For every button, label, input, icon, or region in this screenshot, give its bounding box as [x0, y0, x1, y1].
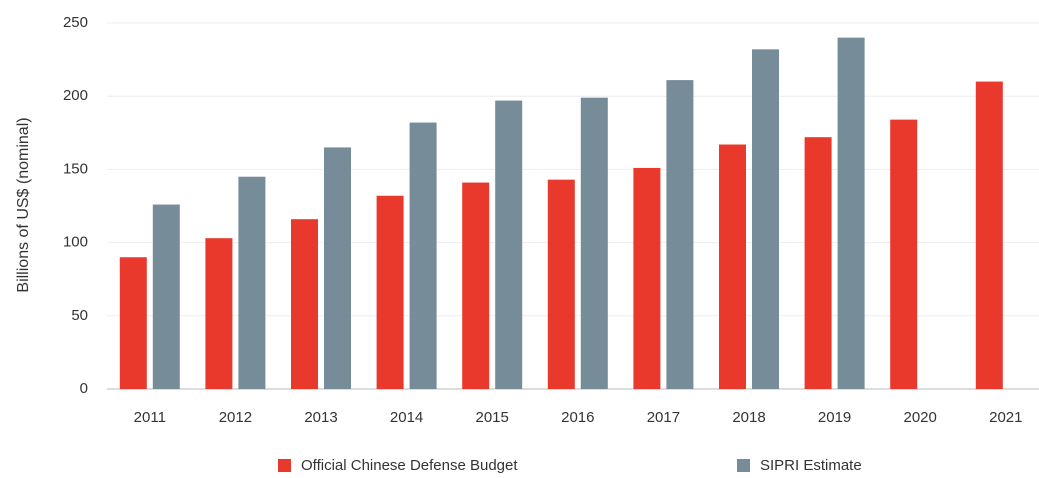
bar [719, 144, 746, 389]
legend-swatch [737, 459, 750, 472]
x-tick-label: 2020 [904, 409, 937, 426]
x-tick-label: 2012 [219, 409, 252, 426]
bar [324, 147, 351, 389]
bar [119, 257, 147, 389]
bar [205, 238, 233, 389]
bar [152, 204, 180, 389]
x-tick-label: 2015 [476, 409, 509, 426]
y-tick-label: 0 [80, 380, 88, 397]
bar [633, 167, 661, 389]
bar [291, 219, 318, 389]
bar [752, 49, 779, 390]
y-tick-label: 50 [71, 307, 88, 324]
bar [890, 119, 918, 390]
y-axis-label: Billions of US$ (nominal) [15, 117, 32, 292]
y-tick-label: 100 [63, 234, 88, 251]
x-tick-label: 2021 [989, 409, 1022, 426]
bar [804, 137, 832, 389]
bar [462, 182, 490, 389]
bar [975, 81, 1003, 389]
y-tick-label: 250 [63, 14, 88, 31]
bar [495, 100, 523, 389]
bar [376, 195, 404, 389]
bar [837, 37, 865, 389]
x-tick-label: 2017 [647, 409, 680, 426]
bar [409, 122, 437, 389]
legend-label: Official Chinese Defense Budget [301, 457, 518, 474]
legend-label: SIPRI Estimate [760, 457, 862, 474]
x-tick-label: 2018 [732, 409, 765, 426]
bar [666, 80, 694, 389]
x-tick-label: 2013 [304, 409, 337, 426]
x-tick-label: 2011 [134, 409, 166, 426]
bar [238, 176, 266, 389]
y-tick-label: 150 [63, 160, 88, 177]
x-tick-label: 2016 [561, 409, 594, 426]
bar [580, 97, 608, 389]
bar [547, 179, 575, 389]
legend-swatch [278, 459, 291, 472]
x-tick-label: 2014 [390, 409, 423, 426]
y-tick-label: 200 [63, 87, 88, 104]
x-tick-label: 2019 [818, 409, 851, 426]
